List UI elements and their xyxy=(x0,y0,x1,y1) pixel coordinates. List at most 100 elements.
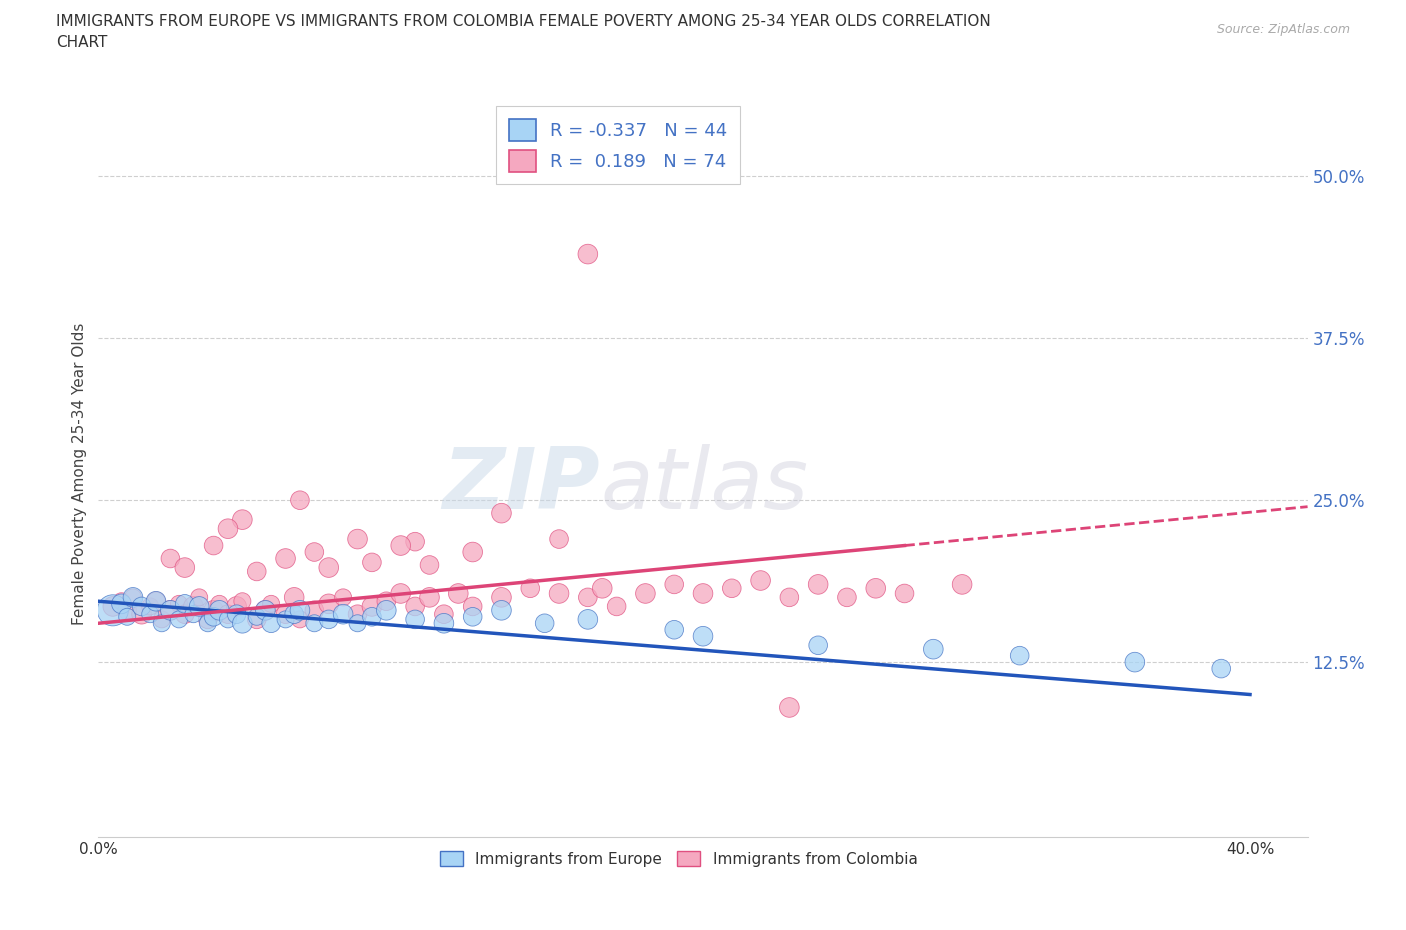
Point xyxy=(692,586,714,601)
Point xyxy=(346,606,368,621)
Point xyxy=(433,616,456,631)
Point xyxy=(375,594,398,609)
Point xyxy=(159,603,181,618)
Point xyxy=(692,629,714,644)
Point xyxy=(576,590,599,604)
Point xyxy=(202,538,225,553)
Point xyxy=(145,594,167,609)
Point xyxy=(807,638,830,653)
Point xyxy=(202,609,225,624)
Point xyxy=(835,590,858,604)
Point xyxy=(807,577,830,591)
Point xyxy=(183,599,205,614)
Point xyxy=(173,560,195,575)
Point xyxy=(346,616,368,631)
Point xyxy=(260,596,283,611)
Point xyxy=(591,581,613,596)
Point xyxy=(246,564,269,578)
Point xyxy=(122,590,145,604)
Point xyxy=(404,612,426,627)
Point xyxy=(283,590,305,604)
Point xyxy=(173,596,195,611)
Point xyxy=(548,532,571,547)
Point xyxy=(188,590,211,604)
Text: Source: ZipAtlas.com: Source: ZipAtlas.com xyxy=(1216,23,1350,36)
Point xyxy=(922,642,945,657)
Point xyxy=(491,506,513,521)
Text: CHART: CHART xyxy=(56,35,108,50)
Point xyxy=(1211,661,1233,676)
Point xyxy=(447,586,470,601)
Point xyxy=(283,606,305,621)
Point xyxy=(167,596,190,611)
Point xyxy=(159,603,181,618)
Point xyxy=(101,603,124,618)
Point xyxy=(332,590,354,604)
Point xyxy=(606,599,628,614)
Point xyxy=(664,622,686,637)
Point xyxy=(389,586,412,601)
Point xyxy=(576,246,599,261)
Y-axis label: Female Poverty Among 25-34 Year Olds: Female Poverty Among 25-34 Year Olds xyxy=(72,323,87,626)
Point xyxy=(1008,648,1031,663)
Point xyxy=(225,606,247,621)
Point xyxy=(217,612,239,627)
Point xyxy=(217,606,239,621)
Point xyxy=(231,594,253,609)
Point xyxy=(231,512,253,527)
Point xyxy=(288,612,311,627)
Point xyxy=(950,577,973,591)
Point xyxy=(208,603,231,618)
Point xyxy=(304,616,326,631)
Point xyxy=(139,599,162,614)
Point xyxy=(346,532,368,547)
Point xyxy=(254,603,277,618)
Point xyxy=(361,555,384,570)
Point xyxy=(548,586,571,601)
Point xyxy=(1123,655,1146,670)
Point xyxy=(634,586,657,601)
Point xyxy=(260,616,283,631)
Point xyxy=(749,573,772,588)
Point xyxy=(231,616,253,631)
Point xyxy=(202,603,225,618)
Point xyxy=(217,521,239,536)
Point xyxy=(274,612,297,627)
Point xyxy=(519,581,541,596)
Point xyxy=(404,534,426,549)
Point xyxy=(225,599,247,614)
Point xyxy=(159,551,181,566)
Point xyxy=(318,612,340,627)
Point xyxy=(131,606,153,621)
Point xyxy=(418,590,440,604)
Point xyxy=(893,586,915,601)
Point xyxy=(145,594,167,609)
Text: IMMIGRANTS FROM EUROPE VS IMMIGRANTS FROM COLOMBIA FEMALE POVERTY AMONG 25-34 YE: IMMIGRANTS FROM EUROPE VS IMMIGRANTS FRO… xyxy=(56,14,991,29)
Point xyxy=(183,606,205,621)
Point xyxy=(865,581,887,596)
Point xyxy=(115,603,138,618)
Point xyxy=(197,616,219,631)
Point xyxy=(150,612,173,627)
Point xyxy=(246,609,269,624)
Legend: Immigrants from Europe, Immigrants from Colombia: Immigrants from Europe, Immigrants from … xyxy=(434,844,924,873)
Point xyxy=(778,590,800,604)
Point xyxy=(461,545,484,560)
Point xyxy=(332,606,354,621)
Point xyxy=(576,612,599,627)
Point xyxy=(167,612,190,627)
Text: ZIP: ZIP xyxy=(443,444,600,526)
Point xyxy=(139,606,162,621)
Point xyxy=(461,609,484,624)
Point xyxy=(208,596,231,611)
Point xyxy=(254,603,277,618)
Point xyxy=(122,590,145,604)
Point xyxy=(173,606,195,621)
Point xyxy=(288,493,311,508)
Point xyxy=(304,603,326,618)
Text: atlas: atlas xyxy=(600,444,808,526)
Point xyxy=(274,606,297,621)
Point xyxy=(115,609,138,624)
Point xyxy=(491,603,513,618)
Point xyxy=(664,577,686,591)
